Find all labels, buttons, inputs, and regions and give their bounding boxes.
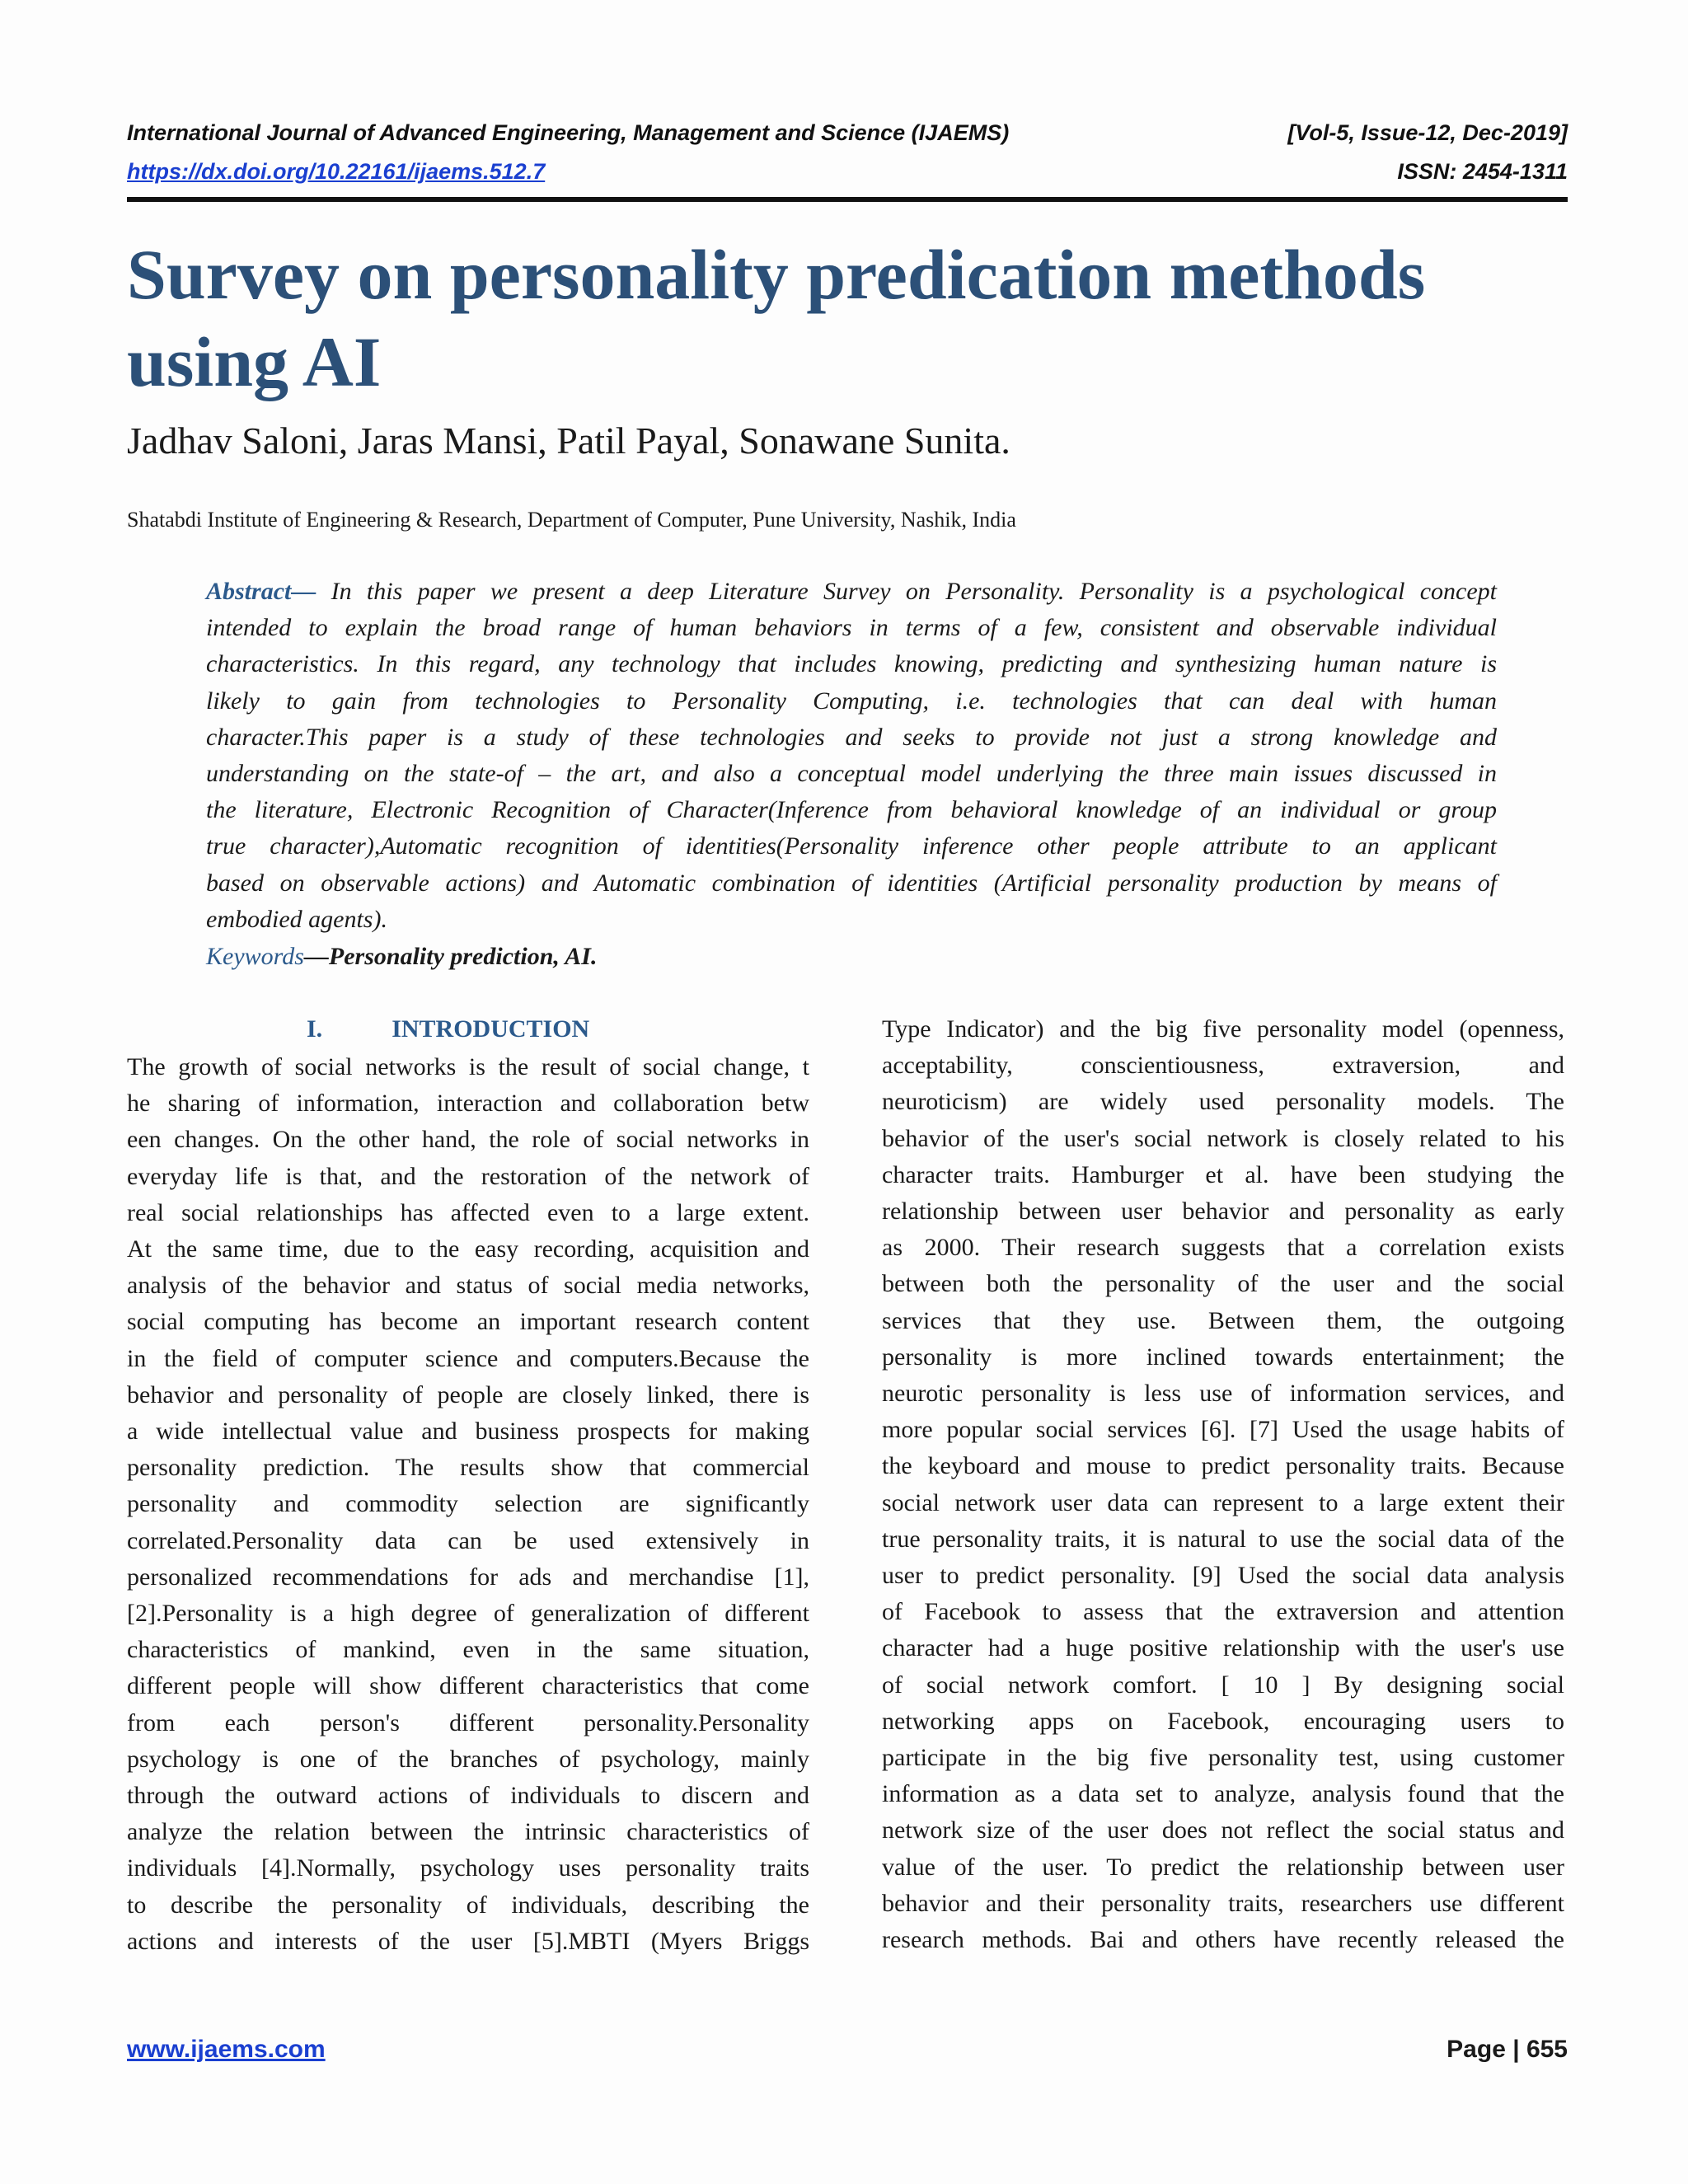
abstract-line: understanding on the state-of – the art,… — [206, 756, 1497, 792]
abstract-text: true character),Automatic recognition of… — [206, 832, 1497, 860]
abstract-line: characteristics. In this regard, any tec… — [206, 646, 1497, 682]
abstract-line: based on observable actions) and Automat… — [206, 865, 1497, 902]
body-line: character traits. Hamburger et al. have … — [882, 1160, 1564, 1188]
body-line: character had a huge positive relationsh… — [882, 1634, 1564, 1662]
keywords-label: Keywords — [206, 943, 304, 970]
abstract-line: the literature, Electronic Recognition o… — [206, 792, 1497, 828]
body-line: he sharing of information, interaction a… — [127, 1090, 809, 1118]
body-line: the keyboard and mouse to predict person… — [882, 1452, 1564, 1480]
body-line: personalized recommendations for ads and… — [127, 1563, 809, 1591]
body-line: as 2000. Their research suggests that a … — [882, 1234, 1564, 1262]
body-line: The growth of social networks is the res… — [127, 1053, 809, 1080]
body-line: behavior and personality of people are c… — [127, 1380, 809, 1408]
body-line: services that they use. Between them, th… — [882, 1306, 1564, 1334]
body-line: personality and commodity selection are … — [127, 1490, 809, 1518]
body-line: neurotic personality is less use of info… — [882, 1380, 1564, 1407]
body-line: research methods. Bai and others have re… — [882, 1926, 1564, 1953]
body-line: through the outward actions of individua… — [127, 1782, 809, 1809]
body-line: psychology is one of the branches of psy… — [127, 1745, 809, 1773]
abstract-text: likely to gain from technologies to Pers… — [206, 687, 1497, 715]
body-line: from each person's different personality… — [127, 1708, 809, 1736]
body-line: [2].Personality is a high degree of gene… — [127, 1600, 809, 1627]
abstract-text: characteristics. In this regard, any tec… — [206, 650, 1497, 678]
body-line: in the field of computer science and com… — [127, 1344, 809, 1372]
abstract-label: Abstract— — [206, 578, 316, 605]
body-line: personality prediction. The results show… — [127, 1454, 809, 1482]
title: Survey on personality predication method… — [127, 235, 1426, 401]
abstract-text: understanding on the state-of – the art,… — [206, 760, 1497, 787]
abstract-text: In this paper we present a deep Literatu… — [331, 578, 1498, 605]
abstract-line: Abstract— In this paper we present a dee… — [206, 574, 1497, 610]
body-line: actions and interests of the user [5].MB… — [127, 1927, 809, 1955]
body-line: social network user data can represent t… — [882, 1488, 1564, 1516]
body-line: At the same time, due to the easy record… — [127, 1235, 809, 1263]
body-line: different people will show different cha… — [127, 1672, 809, 1700]
body-line: relationship between user behavior and p… — [882, 1197, 1564, 1225]
section-title: INTRODUCTION — [392, 1015, 590, 1043]
abstract-text: embodied agents). — [206, 905, 387, 933]
body-line: neuroticism) are widely used personality… — [882, 1088, 1564, 1116]
body-line: to describe the personality of individua… — [127, 1891, 809, 1919]
body-line: correlated.Personality data can be used … — [127, 1526, 809, 1554]
issn: ISSN: 2454-1311 — [1397, 159, 1568, 184]
body-line: personality is more inclined towards ent… — [882, 1343, 1564, 1371]
abstract-line: intended to explain the broad range of h… — [206, 610, 1497, 646]
body-line: real social relationships has affected e… — [127, 1198, 809, 1226]
body-line: everyday life is that, and the restorati… — [127, 1162, 809, 1190]
body-line: social computing has become an important… — [127, 1308, 809, 1336]
body-line: analyze the relation between the intrins… — [127, 1818, 809, 1846]
abstract-line: true character),Automatic recognition of… — [206, 828, 1497, 865]
abstract-line: character.This paper is a study of these… — [206, 719, 1497, 756]
abstract-text: based on observable actions) and Automat… — [206, 869, 1497, 897]
body-line: behavior and their personality traits, r… — [882, 1889, 1564, 1917]
body-line: characteristics of mankind, even in the … — [127, 1636, 809, 1664]
abstract-text: character.This paper is a study of these… — [206, 723, 1497, 751]
page-number: Page | 655 — [1447, 2036, 1568, 2063]
body-line: a wide intellectual value and business p… — [127, 1418, 809, 1445]
body-line: individuals [4].Normally, psychology use… — [127, 1854, 809, 1882]
body-line: Type Indicator) and the big five persona… — [882, 1015, 1564, 1043]
affiliation: Shatabdi Institute of Engineering & Rese… — [127, 508, 1016, 532]
section-heading: I. INTRODUCTION — [307, 1011, 589, 1047]
section-number: I. — [307, 1015, 323, 1043]
body-line: information as a data set to analyze, an… — [882, 1780, 1564, 1808]
body-line: true personality traits, it is natural t… — [882, 1525, 1564, 1553]
body-line: acceptability, conscientiousness, extrav… — [882, 1052, 1564, 1080]
body-line: of social network comfort. [ 10 ] By des… — [882, 1671, 1564, 1699]
authors: Jadhav Saloni, Jaras Mansi, Patil Payal,… — [127, 419, 1010, 462]
body-line: networking apps on Facebook, encouraging… — [882, 1707, 1564, 1735]
website-link[interactable]: www.ijaems.com — [127, 2036, 326, 2063]
keywords: Keywords—Personality prediction, AI. — [206, 939, 597, 975]
body-line: participate in the big five personality … — [882, 1744, 1564, 1771]
abstract-text: the literature, Electronic Recognition o… — [206, 796, 1497, 824]
abstract-line: likely to gain from technologies to Pers… — [206, 683, 1497, 719]
body-line: een changes. On the other hand, the role… — [127, 1126, 809, 1154]
abstract-text: intended to explain the broad range of h… — [206, 614, 1497, 642]
doi-link[interactable]: https://dx.doi.org/10.22161/ijaems.512.7 — [127, 159, 546, 184]
body-line: network size of the user does not reflec… — [882, 1816, 1564, 1844]
body-line: value of the user. To predict the relati… — [882, 1853, 1564, 1881]
body-line: analysis of the behavior and status of s… — [127, 1272, 809, 1300]
abstract-line: embodied agents). — [206, 902, 1497, 938]
header-rule — [127, 197, 1568, 202]
volume: [Vol-5, Issue-12, Dec-2019] — [1287, 120, 1568, 145]
body-line: behavior of the user's social network is… — [882, 1124, 1564, 1152]
body-line: of Facebook to assess that the extravers… — [882, 1598, 1564, 1626]
keywords-text: —Personality prediction, AI. — [303, 943, 598, 970]
journal-name: International Journal of Advanced Engine… — [127, 120, 1010, 145]
body-line: user to predict personality. [9] Used th… — [882, 1562, 1564, 1589]
body-line: between both the personality of the user… — [882, 1270, 1564, 1298]
body-line: more popular social services [6]. [7] Us… — [882, 1416, 1564, 1444]
